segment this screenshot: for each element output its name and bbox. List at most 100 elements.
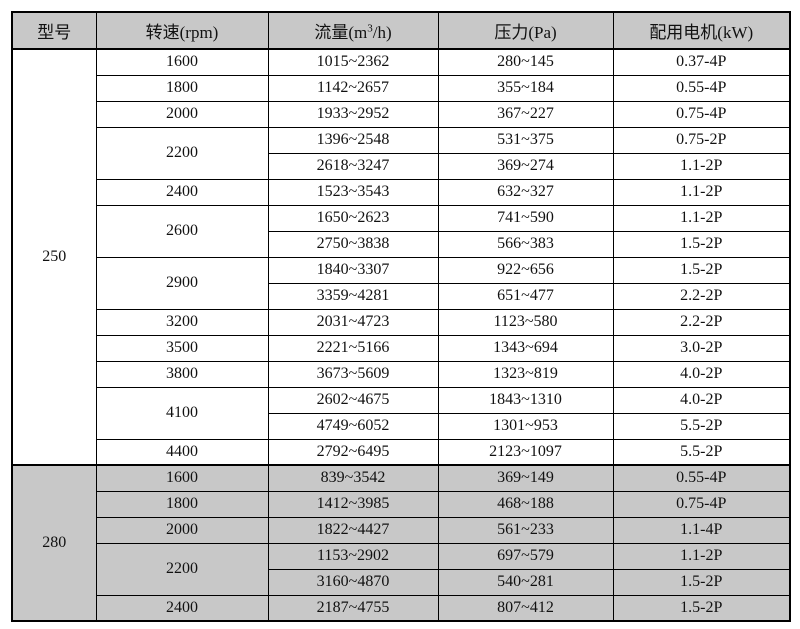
motor-cell: 0.55-4P [612, 74, 791, 102]
table-row: 2400 2187~4755 807~412 1.5-2P [12, 594, 791, 622]
speed-cell: 2200 [95, 542, 269, 596]
pressure-cell: 922~656 [437, 256, 614, 284]
flow-cell: 1840~3307 [267, 256, 439, 284]
flow-cell: 2750~3838 [267, 230, 439, 258]
table-row: 2618~3247 369~274 1.1-2P [12, 152, 791, 180]
table-row: 2750~3838 566~383 1.5-2P [12, 230, 791, 258]
table-row: 2000 1933~2952 367~227 0.75-4P [12, 100, 791, 128]
table-row: 3359~4281 651~477 2.2-2P [12, 282, 791, 310]
column-header-flow: 流量(m3/h) [267, 11, 439, 50]
speed-cell: 4400 [95, 438, 269, 466]
flow-cell: 2221~5166 [267, 334, 439, 362]
motor-cell: 2.2-2P [612, 282, 791, 310]
flow-cell: 2602~4675 [267, 386, 439, 414]
motor-cell: 0.75-2P [612, 126, 791, 154]
pressure-cell: 807~412 [437, 594, 614, 622]
column-header-speed: 转速(rpm) [95, 11, 269, 50]
motor-cell: 0.75-4P [612, 100, 791, 128]
pressure-cell: 632~327 [437, 178, 614, 206]
flow-cell: 2031~4723 [267, 308, 439, 336]
motor-cell: 0.75-4P [612, 490, 791, 518]
speed-cell: 1600 [95, 464, 269, 492]
table-row: 250 1600 1015~2362 280~145 0.37-4P [11, 48, 791, 466]
flow-cell: 1933~2952 [267, 100, 439, 128]
table-row: 2200 1396~2548 531~375 0.75-2P [12, 126, 791, 180]
motor-cell: 1.5-2P [612, 256, 791, 284]
model-cell: 250 [11, 48, 97, 466]
table-row: 1800 1142~2657 355~184 0.55-4P [12, 74, 791, 102]
pressure-cell: 367~227 [437, 100, 614, 128]
table-row: 2600 1650~2623 741~590 1.1-2P [12, 204, 791, 258]
table-row: 280 1600 839~3542 369~149 0.55-4P [11, 464, 791, 622]
motor-cell: 1.5-2P [612, 594, 791, 622]
motor-cell: 1.1-2P [612, 204, 791, 232]
speed-cell: 1800 [95, 74, 269, 102]
flow-cell: 3673~5609 [267, 360, 439, 388]
model-cell: 280 [11, 464, 97, 622]
table-row: 4400 2792~6495 2123~1097 5.5-2P [12, 438, 791, 466]
pressure-cell: 1843~1310 [437, 386, 614, 414]
table-row: 3500 2221~5166 1343~694 3.0-2P [12, 334, 791, 362]
speed-cell: 2000 [95, 100, 269, 128]
speed-cell: 2400 [95, 178, 269, 206]
speed-cell: 3500 [95, 334, 269, 362]
motor-cell: 3.0-2P [612, 334, 791, 362]
column-header-motor: 配用电机(kW) [612, 11, 791, 50]
speed-cell: 2900 [95, 256, 269, 310]
table-row: 2900 1840~3307 922~656 1.5-2P [12, 256, 791, 310]
flow-cell: 3359~4281 [267, 282, 439, 310]
table-row: 2400 1523~3543 632~327 1.1-2P [12, 178, 791, 206]
speed-cell: 2600 [95, 204, 269, 258]
speed-cell: 2200 [95, 126, 269, 180]
motor-cell: 4.0-2P [612, 360, 791, 388]
pressure-cell: 369~274 [437, 152, 614, 180]
table-row: 1800 1412~3985 468~188 0.75-4P [12, 490, 791, 518]
table-row: 3800 3673~5609 1323~819 4.0-2P [12, 360, 791, 388]
table-row: 2200 1153~2902 697~579 1.1-2P [12, 542, 791, 596]
pressure-cell: 1323~819 [437, 360, 614, 388]
motor-cell: 0.55-4P [612, 464, 791, 492]
table-row: 3200 2031~4723 1123~580 2.2-2P [12, 308, 791, 336]
flow-cell: 1412~3985 [267, 490, 439, 518]
pressure-cell: 531~375 [437, 126, 614, 154]
table-body: 250 1600 1015~2362 280~145 0.37-4P 1800 1142~2… [11, 48, 791, 622]
flow-cell: 1153~2902 [267, 542, 439, 570]
motor-cell: 1.1-2P [612, 178, 791, 206]
pressure-cell: 1343~694 [437, 334, 614, 362]
table-head: 型号 转速(rpm) 流量(m3/h) 压力(Pa) 配用电机(kW) [11, 11, 791, 50]
speed-cell: 4100 [95, 386, 269, 440]
pressure-cell: 741~590 [437, 204, 614, 232]
motor-cell: 5.5-2P [612, 438, 791, 466]
pressure-cell: 468~188 [437, 490, 614, 518]
pressure-cell: 355~184 [437, 74, 614, 102]
motor-cell: 1.5-2P [612, 230, 791, 258]
flow-cell: 839~3542 [267, 464, 439, 492]
header-row: 型号 转速(rpm) 流量(m3/h) 压力(Pa) 配用电机(kW) [11, 11, 791, 50]
speed-cell: 3200 [95, 308, 269, 336]
motor-cell: 1.1-2P [612, 542, 791, 570]
flow-cell: 1523~3543 [267, 178, 439, 206]
motor-cell: 1.1-2P [612, 152, 791, 180]
pressure-cell: 651~477 [437, 282, 614, 310]
speed-cell: 1600 [95, 48, 269, 76]
pressure-cell: 2123~1097 [437, 438, 614, 466]
flow-cell: 3160~4870 [267, 568, 439, 596]
pressure-cell: 540~281 [437, 568, 614, 596]
pressure-cell: 1301~953 [437, 412, 614, 440]
column-header-pressure: 压力(Pa) [437, 11, 614, 50]
speed-cell: 2400 [95, 594, 269, 622]
table-row: 3160~4870 540~281 1.5-2P [12, 568, 791, 596]
flow-cell: 1142~2657 [267, 74, 439, 102]
table-row: 4749~6052 1301~953 5.5-2P [12, 412, 791, 440]
speed-cell: 1800 [95, 490, 269, 518]
flow-cell: 1015~2362 [267, 48, 439, 76]
superscript: 3 [367, 22, 373, 35]
pressure-cell: 1123~580 [437, 308, 614, 336]
motor-cell: 4.0-2P [612, 386, 791, 414]
fan-spec-table: 型号 转速(rpm) 流量(m3/h) 压力(Pa) 配用电机(kW) 250 1600 1… [11, 11, 791, 622]
pressure-cell: 566~383 [437, 230, 614, 258]
flow-cell: 2187~4755 [267, 594, 439, 622]
flow-cell: 2618~3247 [267, 152, 439, 180]
pressure-cell: 280~145 [437, 48, 614, 76]
